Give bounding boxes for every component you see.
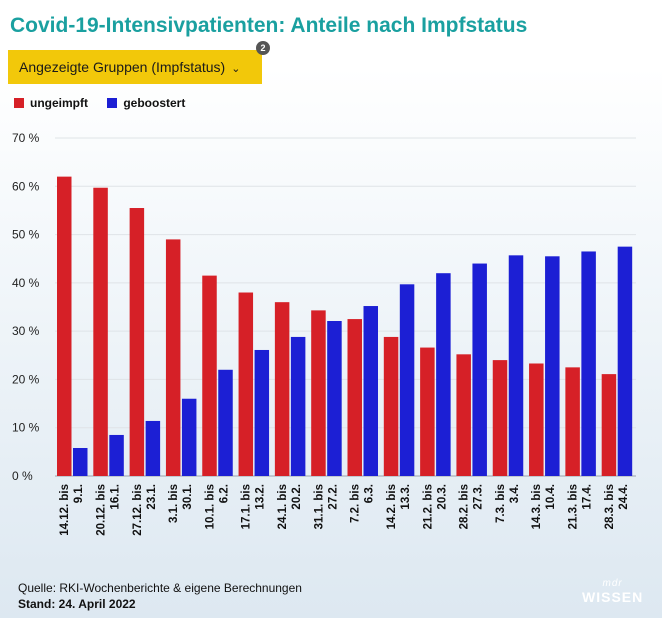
bar-ungeimpft[interactable] (565, 367, 580, 476)
bar-ungeimpft[interactable] (311, 310, 326, 476)
bar-ungeimpft[interactable] (202, 275, 217, 476)
x-tick-label: 13.3. (400, 484, 412, 510)
chevron-down-icon: ⌄ (231, 63, 241, 75)
logo-bottom-text: WISSEN (582, 589, 644, 605)
bar-ungeimpft[interactable] (601, 374, 617, 476)
x-tick-label: 20.12. bis (95, 484, 107, 536)
x-tick-label: 20.3. (436, 484, 448, 510)
y-tick-label: 0 % (12, 469, 33, 483)
bar-ungeimpft[interactable] (347, 319, 363, 476)
page-title: Covid-19-Intensivpatienten: Anteile nach… (10, 14, 528, 37)
group-filter-label: Angezeigte Gruppen (Impfstatus) (19, 59, 226, 75)
bar-geboostert[interactable] (145, 420, 161, 476)
bar-geboostert[interactable] (617, 246, 633, 476)
bar-geboostert[interactable] (290, 336, 306, 476)
y-tick-label: 10 % (12, 421, 40, 435)
legend-label-geboostert: geboostert (123, 96, 186, 110)
y-tick-label: 20 % (12, 372, 40, 386)
bar-geboostert[interactable] (327, 321, 342, 476)
x-tick-label: 6.2. (218, 484, 230, 503)
bar-geboostert[interactable] (545, 256, 560, 476)
x-tick-label: 13.2. (255, 484, 267, 510)
x-tick-label: 9.1. (73, 484, 85, 503)
bar-ungeimpft[interactable] (165, 239, 181, 476)
bar-geboostert[interactable] (73, 447, 88, 476)
bar-geboostert[interactable] (436, 273, 451, 476)
logo-top-text: mdr (602, 578, 623, 589)
bar-geboostert[interactable] (181, 398, 197, 476)
legend-label-ungeimpft: ungeimpft (30, 96, 88, 110)
x-tick-label: 14.2. bis (386, 484, 398, 529)
chart-legend: ungeimpft geboostert (14, 96, 201, 110)
x-tick-label: 21.2. bis (422, 484, 434, 529)
x-tick-label: 14.12. bis (59, 484, 71, 536)
filter-count-badge: 2 (256, 41, 270, 55)
date-note: Stand: 24. April 2022 (18, 597, 136, 611)
legend-swatch-geboostert (107, 98, 118, 108)
x-tick-label: 24.4. (618, 484, 630, 510)
bar-ungeimpft[interactable] (274, 302, 290, 476)
bar-geboostert[interactable] (399, 284, 415, 476)
x-tick-label: 10.4. (545, 484, 557, 510)
x-tick-label: 6.3. (364, 484, 376, 503)
bar-geboostert[interactable] (218, 369, 233, 476)
bar-ungeimpft[interactable] (129, 208, 145, 476)
x-tick-label: 16.1. (109, 484, 121, 510)
bar-geboostert[interactable] (581, 251, 596, 476)
x-tick-label: 21.3. bis (568, 484, 580, 529)
mdr-wissen-logo: mdr WISSEN (582, 578, 643, 605)
x-tick-label: 30.1. (182, 484, 194, 510)
x-tick-label: 10.1. bis (204, 484, 216, 529)
x-tick-label: 27.3. (473, 484, 485, 510)
x-tick-label: 28.2. bis (459, 484, 471, 529)
y-tick-label: 30 % (12, 324, 40, 338)
bar-ungeimpft[interactable] (456, 354, 471, 476)
bar-geboostert[interactable] (508, 255, 524, 476)
y-tick-label: 60 % (12, 179, 40, 193)
bar-ungeimpft[interactable] (529, 363, 544, 476)
legend-item-geboostert[interactable]: geboostert (107, 96, 185, 110)
group-filter-button[interactable]: Angezeigte Gruppen (Impfstatus) ⌄ (8, 50, 262, 84)
x-tick-label: 7.2. bis (350, 484, 362, 523)
x-tick-label: 20.2. (291, 484, 303, 510)
bar-geboostert[interactable] (363, 306, 379, 476)
source-note: Quelle: RKI-Wochenberichte & eigene Bere… (18, 581, 302, 595)
x-tick-label: 28.3. bis (604, 484, 616, 529)
bar-ungeimpft[interactable] (93, 187, 108, 476)
bar-ungeimpft[interactable] (383, 336, 399, 476)
bar-ungeimpft[interactable] (238, 292, 254, 476)
y-tick-label: 50 % (12, 228, 40, 242)
bar-geboostert[interactable] (472, 263, 487, 476)
bar-ungeimpft[interactable] (420, 347, 435, 476)
legend-item-ungeimpft[interactable]: ungeimpft (14, 96, 88, 110)
y-tick-label: 70 % (12, 131, 40, 145)
y-tick-label: 40 % (12, 276, 40, 290)
bar-geboostert[interactable] (109, 434, 124, 476)
x-tick-label: 7.3. bis (495, 484, 507, 523)
x-tick-label: 27.2. (327, 484, 339, 510)
x-tick-label: 14.3. bis (531, 484, 543, 529)
x-tick-label: 17.4. (582, 484, 594, 510)
x-tick-label: 31.1. bis (313, 484, 325, 529)
x-tick-label: 23.1. (146, 484, 158, 510)
x-tick-label: 24.1. bis (277, 484, 289, 529)
bar-ungeimpft[interactable] (57, 176, 72, 476)
x-tick-label: 3.4. (509, 484, 521, 503)
bar-geboostert[interactable] (254, 349, 270, 476)
legend-swatch-ungeimpft (14, 98, 24, 108)
x-tick-label: 27.12. bis (132, 484, 144, 536)
bar-ungeimpft[interactable] (492, 360, 508, 476)
x-tick-label: 17.1. bis (241, 484, 253, 529)
x-tick-label: 3.1. bis (168, 484, 180, 523)
